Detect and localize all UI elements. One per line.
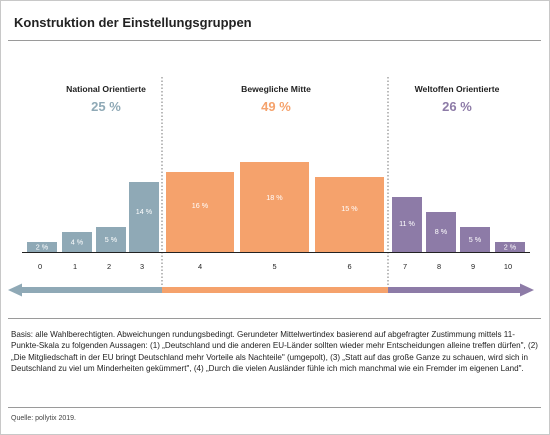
x-tick-label: 7 [403, 262, 407, 271]
bar-value-label: 2 % [36, 243, 49, 252]
bar-value-label: 8 % [435, 227, 448, 236]
arrow-head-left [8, 283, 22, 297]
bar-value-label: 5 % [469, 235, 482, 244]
bar-value-label: 16 % [192, 201, 209, 210]
mid-rule [8, 318, 541, 319]
group-label: Weltoffen Orientierte [415, 84, 500, 94]
arrow-segment [162, 287, 389, 293]
bar [96, 227, 126, 252]
x-tick-label: 8 [437, 262, 441, 271]
x-tick-label: 5 [272, 262, 276, 271]
group-label: National Orientierte [66, 84, 146, 94]
x-tick-label: 3 [140, 262, 144, 271]
bar-value-label: 11 % [399, 219, 415, 228]
x-tick-label: 0 [38, 262, 42, 271]
bar-value-label: 4 % [71, 237, 84, 246]
x-tick-label: 1 [73, 262, 77, 271]
bar [392, 197, 422, 252]
bar [62, 232, 92, 252]
bar-value-label: 2 % [504, 243, 517, 252]
top-rule [8, 40, 541, 41]
chart-title: Konstruktion der Einstellungsgruppen [14, 15, 252, 30]
bar-value-label: 5 % [105, 235, 118, 244]
bar [460, 227, 490, 252]
group-label: Bewegliche Mitte [241, 84, 311, 94]
basis-note: Basis: alle Wahlberechtigten. Abweichung… [11, 330, 538, 374]
x-tick-label: 6 [347, 262, 351, 271]
group-share: 49 % [261, 99, 291, 114]
bar [27, 242, 57, 252]
bar-value-label: 14 % [136, 207, 153, 216]
bar [166, 172, 234, 252]
bar-value-label: 18 % [266, 193, 283, 202]
group-share: 26 % [442, 99, 472, 114]
group-share: 25 % [91, 99, 121, 114]
x-tick-label: 10 [504, 262, 512, 271]
arrow-head-right [520, 283, 534, 297]
bottom-rule [8, 407, 541, 408]
bar [240, 162, 309, 252]
arrow-segment [388, 287, 524, 293]
bar [315, 177, 384, 252]
x-tick-label: 2 [107, 262, 111, 271]
x-tick-label: 4 [198, 262, 202, 271]
bar [426, 212, 456, 252]
source-note: Quelle: pollytix 2019. [11, 415, 76, 422]
bar-value-label: 15 % [341, 204, 358, 213]
arrow-segment [18, 287, 163, 293]
bar [495, 242, 525, 252]
x-tick-label: 9 [471, 262, 475, 271]
bar [129, 182, 159, 252]
